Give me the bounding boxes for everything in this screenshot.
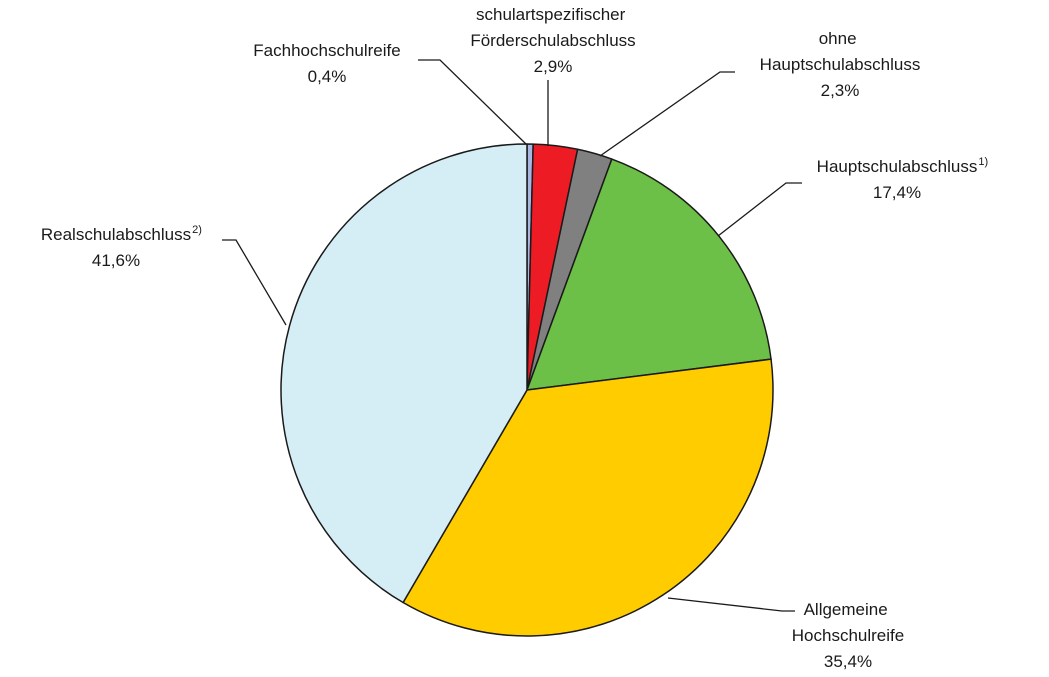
value-label: 35,4%	[824, 652, 872, 671]
value-label: 2,3%	[821, 81, 860, 100]
label-line: schulartspezifischer	[476, 5, 630, 24]
value-label: 0,4%	[308, 67, 347, 86]
slice-label: Fachhochschulreife	[253, 41, 400, 60]
leader-line	[599, 71, 735, 157]
label-line: Allgemeine	[804, 600, 893, 619]
value-label: 41,6%	[92, 251, 140, 270]
leader-line	[667, 597, 795, 612]
slice-label: ohne Hauptschulabschluss	[760, 29, 921, 74]
slice-label: schulartspezifischer Förderschulabschlus…	[470, 5, 635, 50]
footnote-mark: 1)	[978, 156, 988, 168]
pie-slice	[402, 358, 774, 637]
label-line: ohne	[819, 29, 862, 48]
label-line: Realschulabschluss	[41, 225, 191, 244]
slice-label: Allgemeine Hochschulreife	[792, 600, 904, 645]
pie-slice	[280, 143, 528, 604]
slice-label: Hauptschulabschluss	[817, 157, 978, 176]
slice-label: Realschulabschluss	[41, 225, 191, 244]
leader-line	[717, 182, 802, 237]
leader-line	[418, 59, 527, 145]
label-line: Fachhochschulreife	[253, 41, 400, 60]
label-line: Förderschulabschluss	[470, 31, 635, 50]
pie-slice	[526, 158, 772, 391]
footnote-mark: 2)	[192, 224, 202, 236]
label-line: Hauptschulabschluss	[760, 55, 921, 74]
label-line: Hauptschulabschluss	[817, 157, 978, 176]
leader-line	[222, 239, 287, 326]
value-label: 17,4%	[873, 183, 921, 202]
label-line: Hochschulreife	[792, 626, 904, 645]
value-label: 2,9%	[534, 57, 573, 76]
